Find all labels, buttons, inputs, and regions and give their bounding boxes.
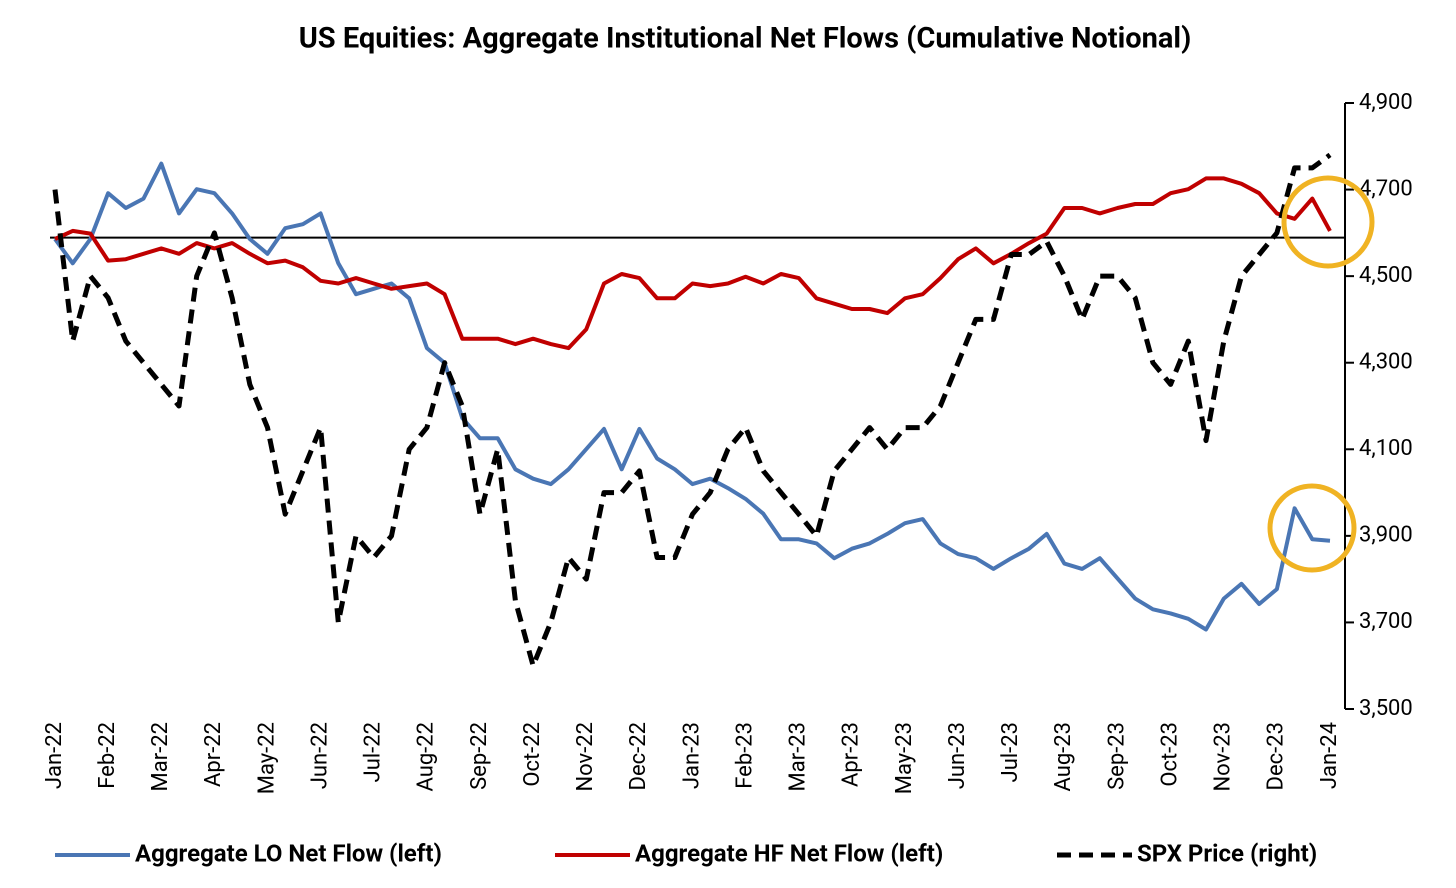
series-line [53, 161, 1331, 632]
x-tick-label: Jul-22 [361, 722, 386, 782]
x-tick-label: Jan-22 [42, 722, 67, 789]
legend-label: SPX Price (right) [1137, 839, 1317, 867]
x-tick-label: Jun-23 [945, 722, 970, 789]
x-tick-label: Sep-23 [1104, 722, 1129, 790]
x-tick-label: Oct-23 [1157, 722, 1182, 787]
x-tick-label: May-23 [892, 722, 917, 794]
y2-tick-label: 4,700 [1359, 176, 1413, 201]
x-tick-label: Nov-23 [1211, 722, 1236, 792]
y2-tick-label: 4,100 [1359, 436, 1413, 461]
x-tick-label: Mar-22 [148, 722, 173, 791]
highlight-circle [1281, 175, 1375, 269]
series-line [54, 176, 1332, 351]
x-tick-label: May-22 [254, 722, 279, 794]
x-tick-label: Aug-23 [1051, 722, 1076, 792]
x-tick-label: Feb-23 [732, 722, 757, 789]
legend-label: Aggregate HF Net Flow (left) [635, 839, 943, 867]
x-tick-label: Dec-23 [1264, 722, 1289, 790]
x-tick-label: Aug-22 [414, 722, 439, 792]
x-tick-label: Apr-22 [201, 722, 226, 787]
x-tick-label: Nov-22 [573, 722, 598, 792]
y2-tick-label: 3,900 [1359, 523, 1413, 548]
y2-tick-label: 3,700 [1359, 609, 1413, 634]
y2-tick-label: 4,900 [1359, 90, 1413, 115]
x-tick-label: Apr-23 [839, 722, 864, 787]
x-tick-label: Jul-23 [998, 722, 1023, 782]
legend-label: Aggregate LO Net Flow (left) [135, 839, 442, 867]
y2-tick-label: 3,500 [1359, 696, 1413, 721]
y2-tick-label: 4,500 [1359, 263, 1413, 288]
x-tick-label: Jun-22 [307, 722, 332, 789]
x-tick-label: Jan-23 [679, 722, 704, 789]
x-tick-label: Jan-24 [1317, 722, 1342, 789]
x-tick-label: Feb-22 [95, 722, 120, 789]
x-tick-label: Sep-22 [467, 722, 492, 790]
x-tick-label: Dec-22 [626, 722, 651, 790]
y2-tick-label: 4,300 [1359, 350, 1413, 375]
x-tick-label: Oct-22 [520, 722, 545, 787]
series-line [52, 152, 1332, 669]
highlight-circle [1267, 483, 1357, 573]
x-tick-label: Mar-23 [786, 722, 811, 791]
chart-title: US Equities: Aggregate Institutional Net… [299, 22, 1192, 56]
